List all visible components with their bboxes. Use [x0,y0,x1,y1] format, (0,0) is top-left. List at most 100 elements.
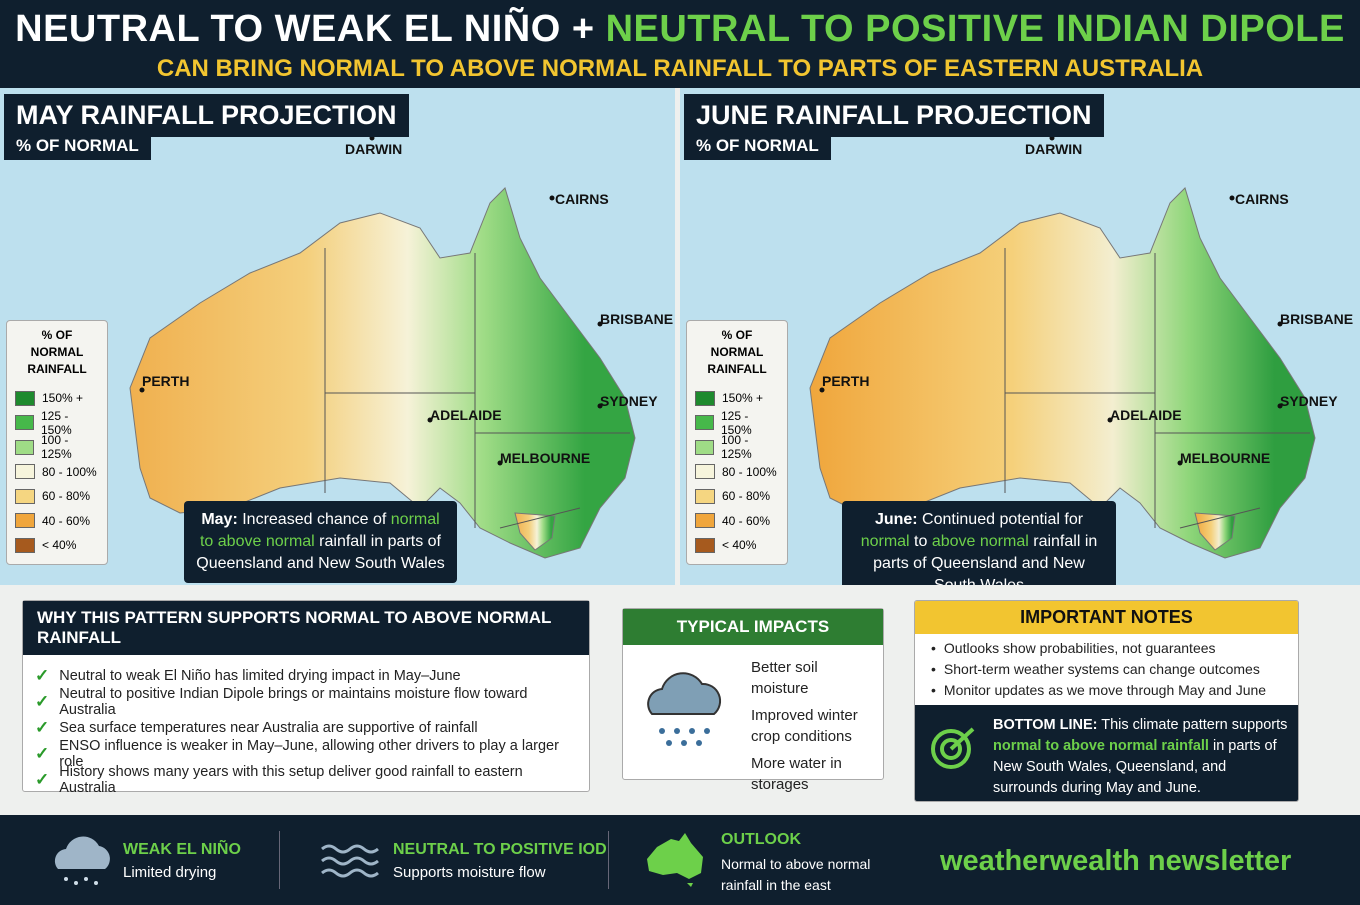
impact-item: Better soil moisture [751,659,818,697]
footer-title: NEUTRAL TO POSITIVE IOD [393,841,607,858]
impacts-list: Better soil moisture Improved winter crop… [751,657,879,801]
legend-title: % OF NORMAL RAINFALL [27,328,87,376]
city-label: SYDNEY [600,393,658,409]
city-label: MELBOURNE [500,450,590,466]
note-item: Outlooks show probabilities, not guarant… [931,640,1282,661]
australia-icon [647,833,703,887]
australia [129,187,636,559]
city-label: CAIRNS [555,191,609,207]
legend-swatch [15,390,35,406]
legend-item: 60 - 80% [15,484,99,509]
footer: WEAK EL NIÑO Limited drying NEUTRAL TO PO… [0,815,1360,905]
legend-label: < 40% [722,538,757,553]
map: DARWIN CAIRNS BRISBANE SYDNEY MELBOURNE ADELA… [129,135,673,559]
footer-title: WEAK EL NIÑO [123,841,241,858]
note-lead: June: [874,511,918,528]
note-item: Short-term weather systems can change ou… [931,661,1282,682]
legend-title: % OF NORMAL RAINFALL [707,328,767,376]
notes-list: Outlooks show probabilities, not guarant… [915,634,1298,709]
legend: % OF NORMAL RAINFALL 150% + 125 - 150% 100 … [6,320,108,565]
legend-swatch [695,537,715,553]
legend-item: 40 - 60% [15,509,99,534]
city-label: BRISBANE [1280,311,1353,327]
legend-item: 150% + [15,386,99,411]
city-label: DARWIN [1025,141,1082,157]
why-item: Neutral to positive Indian Dipole brings… [35,686,577,718]
note-text: to [909,533,932,550]
city-label: SYDNEY [1280,393,1338,409]
city-dot [1107,417,1113,423]
title-a: NEUTRAL TO WEAK EL NIÑO + [15,8,595,50]
legend-label: 40 - 60% [42,513,91,528]
city-label: DARWIN [345,141,402,157]
highlight: normal to above normal rainfall [993,738,1209,754]
footer-item: NEUTRAL TO POSITIVE IOD Supports moisture… [393,841,607,881]
impact-item: Improved winter crop conditions [751,707,858,745]
title-b: NEUTRAL TO POSITIVE INDIAN DIPOLE [605,8,1345,50]
city-dot [597,321,603,327]
subtitle: CAN BRING NORMAL TO ABOVE NORMAL RAINFAL… [156,55,1204,82]
city-dot [139,387,145,393]
panel-title: WHY THIS PATTERN SUPPORTS NORMAL TO ABOV… [23,601,589,655]
city-dot [597,403,603,409]
footer-text: Limited drying [123,864,217,881]
city-dot [1229,195,1235,201]
legend-label: 60 - 80% [42,489,91,504]
state-border [499,507,581,529]
legend-label: 40 - 60% [722,513,771,528]
target-icon [931,727,975,769]
city-label: PERTH [142,373,189,389]
footer-text: Supports moisture flow [393,864,546,881]
city-dot [427,417,433,423]
legend-label: 150% + [722,391,764,406]
legend-label: 125 - 150% [41,408,72,437]
map-note: May: Increased chance of normal to above… [184,501,457,583]
legend-item: 100 - 125% [695,433,779,461]
map-panel: DARWIN CAIRNS BRISBANE SYDNEY MELBOURNE ADELA… [0,88,675,585]
city-dot [819,387,825,393]
legend-label: 60 - 80% [722,489,771,504]
city-dot [1277,403,1283,409]
legend-swatch [695,464,715,480]
panel-title: TYPICAL IMPACTS [623,609,883,645]
legend-label: 80 - 100% [42,464,97,479]
legend-swatch [695,439,714,455]
panel-title: IMPORTANT NOTES [915,601,1298,634]
city-dot [497,460,503,466]
impact-item: More water in storages [751,755,842,793]
note-text: normal [860,533,910,550]
legend-swatch [695,415,714,431]
legend-swatch [15,537,35,553]
brand: weatherwealth newsletter [940,845,1292,877]
city-label: BRISBANE [600,311,673,327]
legend-item: 125 - 150% [15,408,99,437]
legend-item: < 40% [15,533,99,558]
legend-item: < 40% [695,533,779,558]
legend-label: 125 - 150% [721,408,752,437]
rain-icon [647,672,722,746]
legend-swatch [695,513,715,529]
divider [279,831,280,889]
divider [608,831,609,889]
note-text: rainfall in parts of Queensland and New … [873,533,1098,585]
note-text: normal to above normal [199,511,440,550]
legend-swatch [695,390,715,406]
map-note: June: Continued potential for normal to … [842,501,1116,585]
legend-swatch [15,464,35,480]
why-item: Neutral to weak El Niño has limited dryi… [35,663,577,689]
text: This climate pattern supports [1097,717,1288,733]
map-title: JUNE RAINFALL PROJECTION [684,94,1104,137]
legend-label: 80 - 100% [722,464,777,479]
legend-swatch [15,439,34,455]
legend-label: < 40% [42,538,77,553]
legend-label: 100 - 125% [41,433,72,462]
legend-item: 125 - 150% [695,408,779,437]
note-text: rainfall in parts of Queensland and New … [196,533,445,572]
legend-item: 40 - 60% [695,509,779,534]
legend-item: 100 - 125% [15,433,99,462]
bottom-line-text: BOTTOM LINE: This climate pattern suppor… [993,715,1293,799]
why-item: Sea surface temperatures near Australia … [35,715,577,741]
header: NEUTRAL TO WEAK EL NIÑO + NEUTRAL TO POS… [0,0,1360,88]
note-item: Monitor updates as we move through May a… [931,682,1282,703]
wave-icon [321,844,379,878]
